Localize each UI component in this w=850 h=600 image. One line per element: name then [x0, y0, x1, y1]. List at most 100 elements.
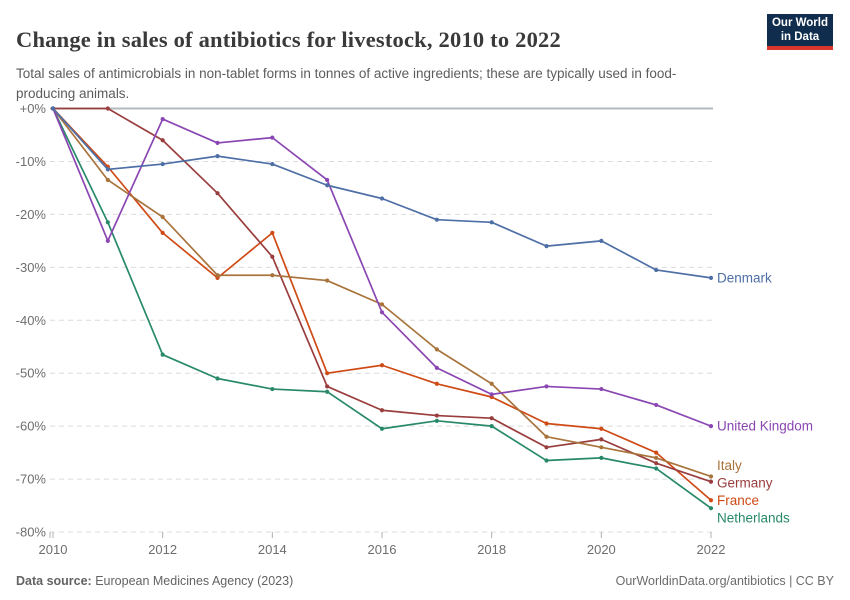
data-point[interactable] — [105, 238, 110, 243]
series-label-denmark[interactable]: Denmark — [717, 270, 772, 285]
data-point[interactable] — [708, 474, 714, 479]
data-point[interactable] — [599, 238, 604, 243]
data-point[interactable] — [270, 161, 275, 167]
y-tick-label: -50% — [16, 366, 47, 381]
series-label-netherlands[interactable]: Netherlands — [717, 510, 790, 525]
data-point[interactable] — [215, 191, 220, 196]
data-point[interactable] — [708, 479, 714, 484]
y-tick-label: -40% — [16, 313, 47, 328]
data-point[interactable] — [105, 167, 110, 172]
data-point[interactable] — [215, 154, 220, 159]
data-point[interactable] — [270, 273, 275, 278]
data-point[interactable] — [270, 135, 275, 140]
data-point[interactable] — [544, 458, 549, 463]
data-point[interactable] — [654, 450, 659, 455]
data-point[interactable] — [215, 273, 220, 278]
data-point[interactable] — [270, 230, 275, 236]
series-path[interactable] — [52, 107, 712, 510]
data-point[interactable] — [654, 455, 659, 460]
data-point[interactable] — [434, 418, 439, 423]
data-point[interactable] — [325, 183, 330, 188]
data-point[interactable] — [489, 416, 494, 421]
series-line-italy[interactable] — [50, 106, 714, 479]
data-point[interactable] — [544, 434, 549, 439]
data-point[interactable] — [325, 278, 330, 283]
data-point[interactable] — [160, 138, 165, 143]
data-point[interactable] — [654, 466, 659, 471]
owid-logo: Our World in Data — [767, 14, 833, 50]
page-title: Change in sales of antibiotics for lives… — [16, 27, 561, 53]
data-point[interactable] — [160, 161, 165, 167]
data-point[interactable] — [489, 220, 494, 225]
y-axis-labels: +0% -10% -20% -30% -40% -50% -60% -70% -80% — [16, 101, 47, 540]
data-point[interactable] — [105, 177, 110, 183]
data-point[interactable] — [434, 381, 439, 386]
data-point[interactable] — [434, 217, 439, 222]
series-line-denmark[interactable] — [50, 106, 714, 280]
data-point[interactable] — [599, 445, 604, 450]
data-point[interactable] — [434, 365, 439, 370]
data-point[interactable] — [599, 455, 604, 460]
data-point[interactable] — [544, 445, 549, 450]
data-point[interactable] — [654, 267, 659, 273]
gridlines — [50, 107, 713, 533]
data-point[interactable] — [160, 230, 165, 236]
series-line-united-kingdom[interactable] — [50, 106, 714, 429]
series-path[interactable] — [52, 107, 712, 478]
data-point[interactable] — [215, 376, 220, 381]
owid-license-link[interactable]: OurWorldinData.org/antibiotics | CC BY — [615, 574, 834, 588]
data-point[interactable] — [379, 408, 385, 413]
y-tick-label: -80% — [16, 525, 47, 540]
data-point[interactable] — [379, 363, 385, 368]
y-tick-label: -30% — [16, 260, 47, 275]
data-point[interactable] — [544, 384, 549, 389]
data-point[interactable] — [325, 177, 330, 183]
x-tick-label: 2012 — [148, 542, 177, 557]
x-axis: 2010 2012 2014 2016 2018 2020 2022 — [39, 532, 726, 557]
data-point[interactable] — [599, 386, 604, 392]
data-point[interactable] — [50, 106, 56, 111]
data-point[interactable] — [379, 302, 385, 307]
data-point[interactable] — [708, 275, 714, 280]
data-point[interactable] — [489, 424, 494, 429]
data-point[interactable] — [489, 381, 494, 386]
data-point[interactable] — [325, 389, 330, 394]
data-point[interactable] — [434, 347, 439, 352]
series-line-netherlands[interactable] — [50, 106, 714, 511]
data-point[interactable] — [160, 352, 165, 357]
data-point[interactable] — [544, 421, 549, 426]
data-point[interactable] — [325, 371, 330, 376]
page-subtitle: Total sales of antimicrobials in non-tab… — [16, 65, 677, 101]
data-point[interactable] — [325, 384, 330, 389]
y-tick-label: -10% — [16, 154, 47, 169]
data-point[interactable] — [654, 461, 659, 466]
data-point[interactable] — [160, 116, 165, 122]
series-label-france[interactable]: France — [717, 493, 759, 508]
data-point[interactable] — [599, 437, 604, 442]
series-label-united-kingdom[interactable]: United Kingdom — [717, 419, 813, 434]
y-tick-label: -20% — [16, 207, 47, 222]
data-point[interactable] — [379, 310, 385, 315]
data-point[interactable] — [270, 254, 275, 259]
data-point[interactable] — [379, 426, 385, 431]
data-point[interactable] — [105, 106, 110, 111]
data-point[interactable] — [434, 413, 439, 418]
data-point[interactable] — [489, 392, 494, 397]
data-point[interactable] — [379, 196, 385, 201]
data-point[interactable] — [270, 386, 275, 392]
data-point[interactable] — [654, 402, 659, 408]
data-point[interactable] — [215, 140, 220, 146]
data-point[interactable] — [105, 220, 110, 225]
data-point[interactable] — [599, 426, 604, 431]
series-label-italy[interactable]: Italy — [717, 458, 742, 473]
x-tick-label: 2022 — [697, 542, 726, 557]
data-point[interactable] — [708, 424, 714, 429]
data-point[interactable] — [708, 498, 714, 503]
x-tick-label: 2018 — [477, 542, 506, 557]
series-label-germany[interactable]: Germany — [717, 475, 773, 490]
data-point[interactable] — [160, 214, 165, 220]
data-point[interactable] — [544, 244, 549, 249]
data-point[interactable] — [708, 506, 714, 511]
